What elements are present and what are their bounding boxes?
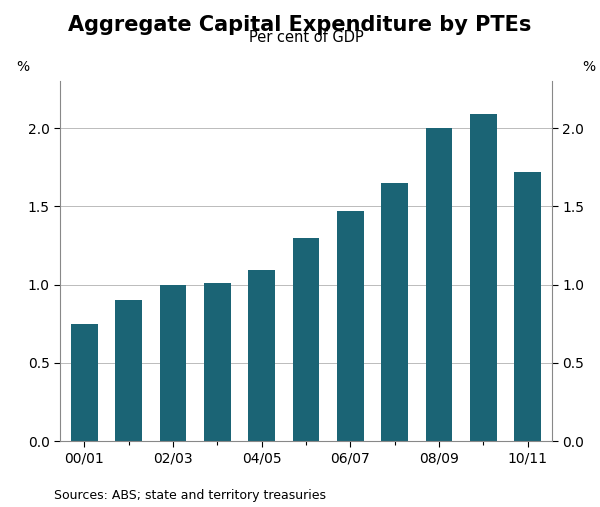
Bar <box>514 172 541 441</box>
Text: Sources: ABS; state and territory treasuries: Sources: ABS; state and territory treasu… <box>54 489 326 502</box>
Bar <box>115 300 142 441</box>
Bar <box>470 114 497 441</box>
Text: %: % <box>17 60 29 74</box>
Title: Per cent of GDP: Per cent of GDP <box>248 30 364 45</box>
Bar <box>71 323 98 441</box>
Bar <box>293 238 319 441</box>
Bar <box>160 284 187 441</box>
Bar <box>382 183 408 441</box>
Bar <box>248 271 275 441</box>
Bar <box>337 211 364 441</box>
Text: %: % <box>583 60 595 74</box>
Bar <box>204 283 230 441</box>
Text: Aggregate Capital Expenditure by PTEs: Aggregate Capital Expenditure by PTEs <box>68 15 532 35</box>
Bar <box>425 128 452 441</box>
